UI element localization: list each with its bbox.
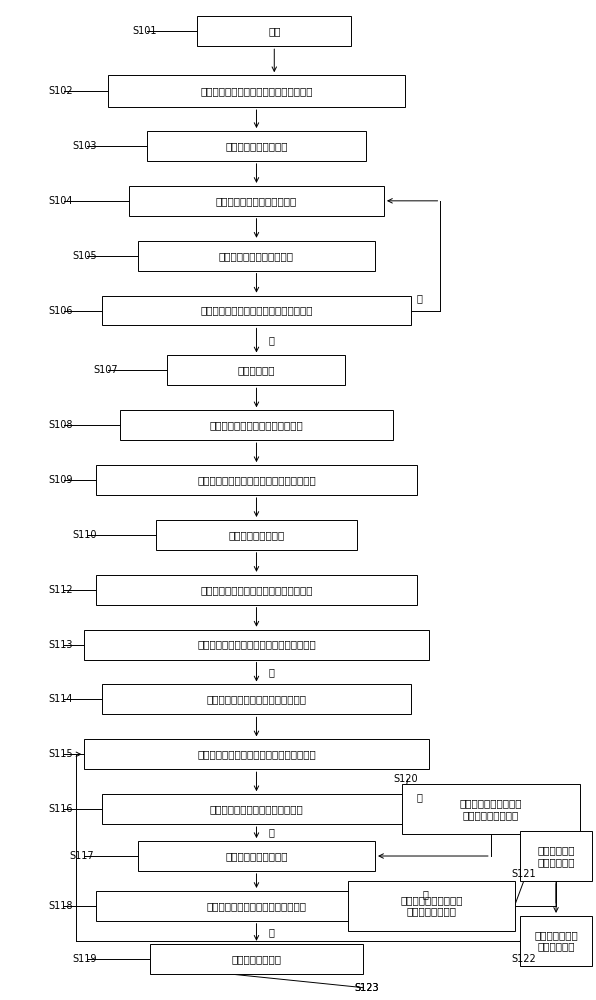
Text: S109: S109: [49, 475, 73, 485]
FancyBboxPatch shape: [402, 784, 580, 834]
FancyBboxPatch shape: [150, 944, 363, 974]
Text: 发送指令到调度员终端、手持终端: 发送指令到调度员终端、手持终端: [210, 420, 303, 430]
Text: S101: S101: [132, 26, 156, 36]
Text: 开始: 开始: [268, 26, 281, 36]
Text: 调度员终端、手持终端接收到工作随机密码: 调度员终端、手持终端接收到工作随机密码: [197, 475, 316, 485]
Text: 发送指令到手持终端: 发送指令到手持终端: [228, 530, 285, 540]
Text: S108: S108: [49, 420, 73, 430]
Text: S114: S114: [49, 694, 73, 704]
Text: 是: 是: [268, 828, 274, 838]
FancyBboxPatch shape: [97, 891, 417, 921]
Text: S117: S117: [70, 851, 94, 861]
Text: S123: S123: [355, 983, 379, 993]
Text: 工作人员开始工作: 工作人员开始工作: [231, 954, 281, 964]
FancyBboxPatch shape: [167, 355, 346, 385]
Text: 是: 是: [268, 335, 274, 345]
Text: 是否所有工作人员都已指纹确认工作: 是否所有工作人员都已指纹确认工作: [206, 901, 306, 911]
Text: S119: S119: [73, 954, 97, 964]
FancyBboxPatch shape: [147, 131, 366, 161]
Text: 判断指纹是否与系统中录入的相符: 判断指纹是否与系统中录入的相符: [210, 804, 303, 814]
Text: 工作人员在手持终端重
新通过指纹进行确认: 工作人员在手持终端重 新通过指纹进行确认: [460, 798, 522, 820]
Text: 将有关信息传
送到手持终端: 将有关信息传 送到手持终端: [538, 845, 575, 867]
Text: S113: S113: [49, 640, 73, 650]
Text: 在规定时间内，向管理
终端发送警告信息: 在规定时间内，向管理 终端发送警告信息: [401, 895, 462, 917]
FancyBboxPatch shape: [97, 575, 417, 605]
Text: 核对开关、刀闸的位置情况是否符合要求: 核对开关、刀闸的位置情况是否符合要求: [200, 306, 313, 316]
FancyBboxPatch shape: [103, 794, 411, 824]
FancyBboxPatch shape: [138, 241, 375, 271]
FancyBboxPatch shape: [129, 186, 384, 216]
FancyBboxPatch shape: [85, 739, 429, 769]
Text: 工作人员完成指纹确认: 工作人员完成指纹确认: [225, 851, 288, 861]
Text: S112: S112: [49, 585, 73, 595]
Text: 是: 是: [268, 927, 274, 937]
Text: 管理员完成工作
人员调整手续: 管理员完成工作 人员调整手续: [534, 930, 578, 952]
Text: S121: S121: [511, 869, 536, 879]
FancyBboxPatch shape: [520, 831, 592, 881]
FancyBboxPatch shape: [197, 16, 352, 46]
FancyBboxPatch shape: [103, 296, 411, 325]
Text: 否: 否: [417, 294, 423, 304]
Text: S115: S115: [49, 749, 73, 759]
FancyBboxPatch shape: [97, 465, 417, 495]
FancyBboxPatch shape: [138, 841, 375, 871]
FancyBboxPatch shape: [85, 630, 429, 660]
Text: 负责人录入检修停电要求，手持终端编号: 负责人录入检修停电要求，手持终端编号: [200, 86, 313, 96]
FancyBboxPatch shape: [349, 881, 514, 931]
Text: 调度员根据要求完成调度工作: 调度员根据要求完成调度工作: [216, 196, 297, 206]
Text: S104: S104: [49, 196, 73, 206]
Text: S123: S123: [355, 983, 379, 993]
FancyBboxPatch shape: [103, 684, 411, 714]
Text: 工作人员在手持终端通过指纹确认开始工作: 工作人员在手持终端通过指纹确认开始工作: [197, 749, 316, 759]
Text: S122: S122: [511, 954, 536, 964]
Text: S105: S105: [73, 251, 97, 261]
Text: 否: 否: [423, 889, 429, 899]
Text: 否: 否: [417, 792, 423, 802]
Text: 手持终端接收到工作人员名单和指纹信息: 手持终端接收到工作人员名单和指纹信息: [200, 585, 313, 595]
Text: S103: S103: [73, 141, 97, 151]
Text: S107: S107: [94, 365, 118, 375]
Text: 发送指令到调度自动化接口: 发送指令到调度自动化接口: [219, 251, 294, 261]
Text: S118: S118: [49, 901, 73, 911]
Text: 发送指令到调度员终端: 发送指令到调度员终端: [225, 141, 288, 151]
FancyBboxPatch shape: [120, 410, 393, 440]
Text: S116: S116: [49, 804, 73, 814]
Text: S102: S102: [49, 86, 73, 96]
FancyBboxPatch shape: [108, 75, 405, 107]
Text: S106: S106: [49, 306, 73, 316]
Text: S110: S110: [73, 530, 97, 540]
Text: 是: 是: [268, 667, 274, 677]
FancyBboxPatch shape: [520, 916, 592, 966]
Text: 停电操作完成: 停电操作完成: [238, 365, 275, 375]
Text: 负责人在手持终端打开工作许可程序: 负责人在手持终端打开工作许可程序: [206, 694, 306, 704]
Text: 调度员与工作负责人核对许可工作随机密码: 调度员与工作负责人核对许可工作随机密码: [197, 640, 316, 650]
FancyBboxPatch shape: [156, 520, 358, 550]
Text: S120: S120: [393, 774, 418, 784]
